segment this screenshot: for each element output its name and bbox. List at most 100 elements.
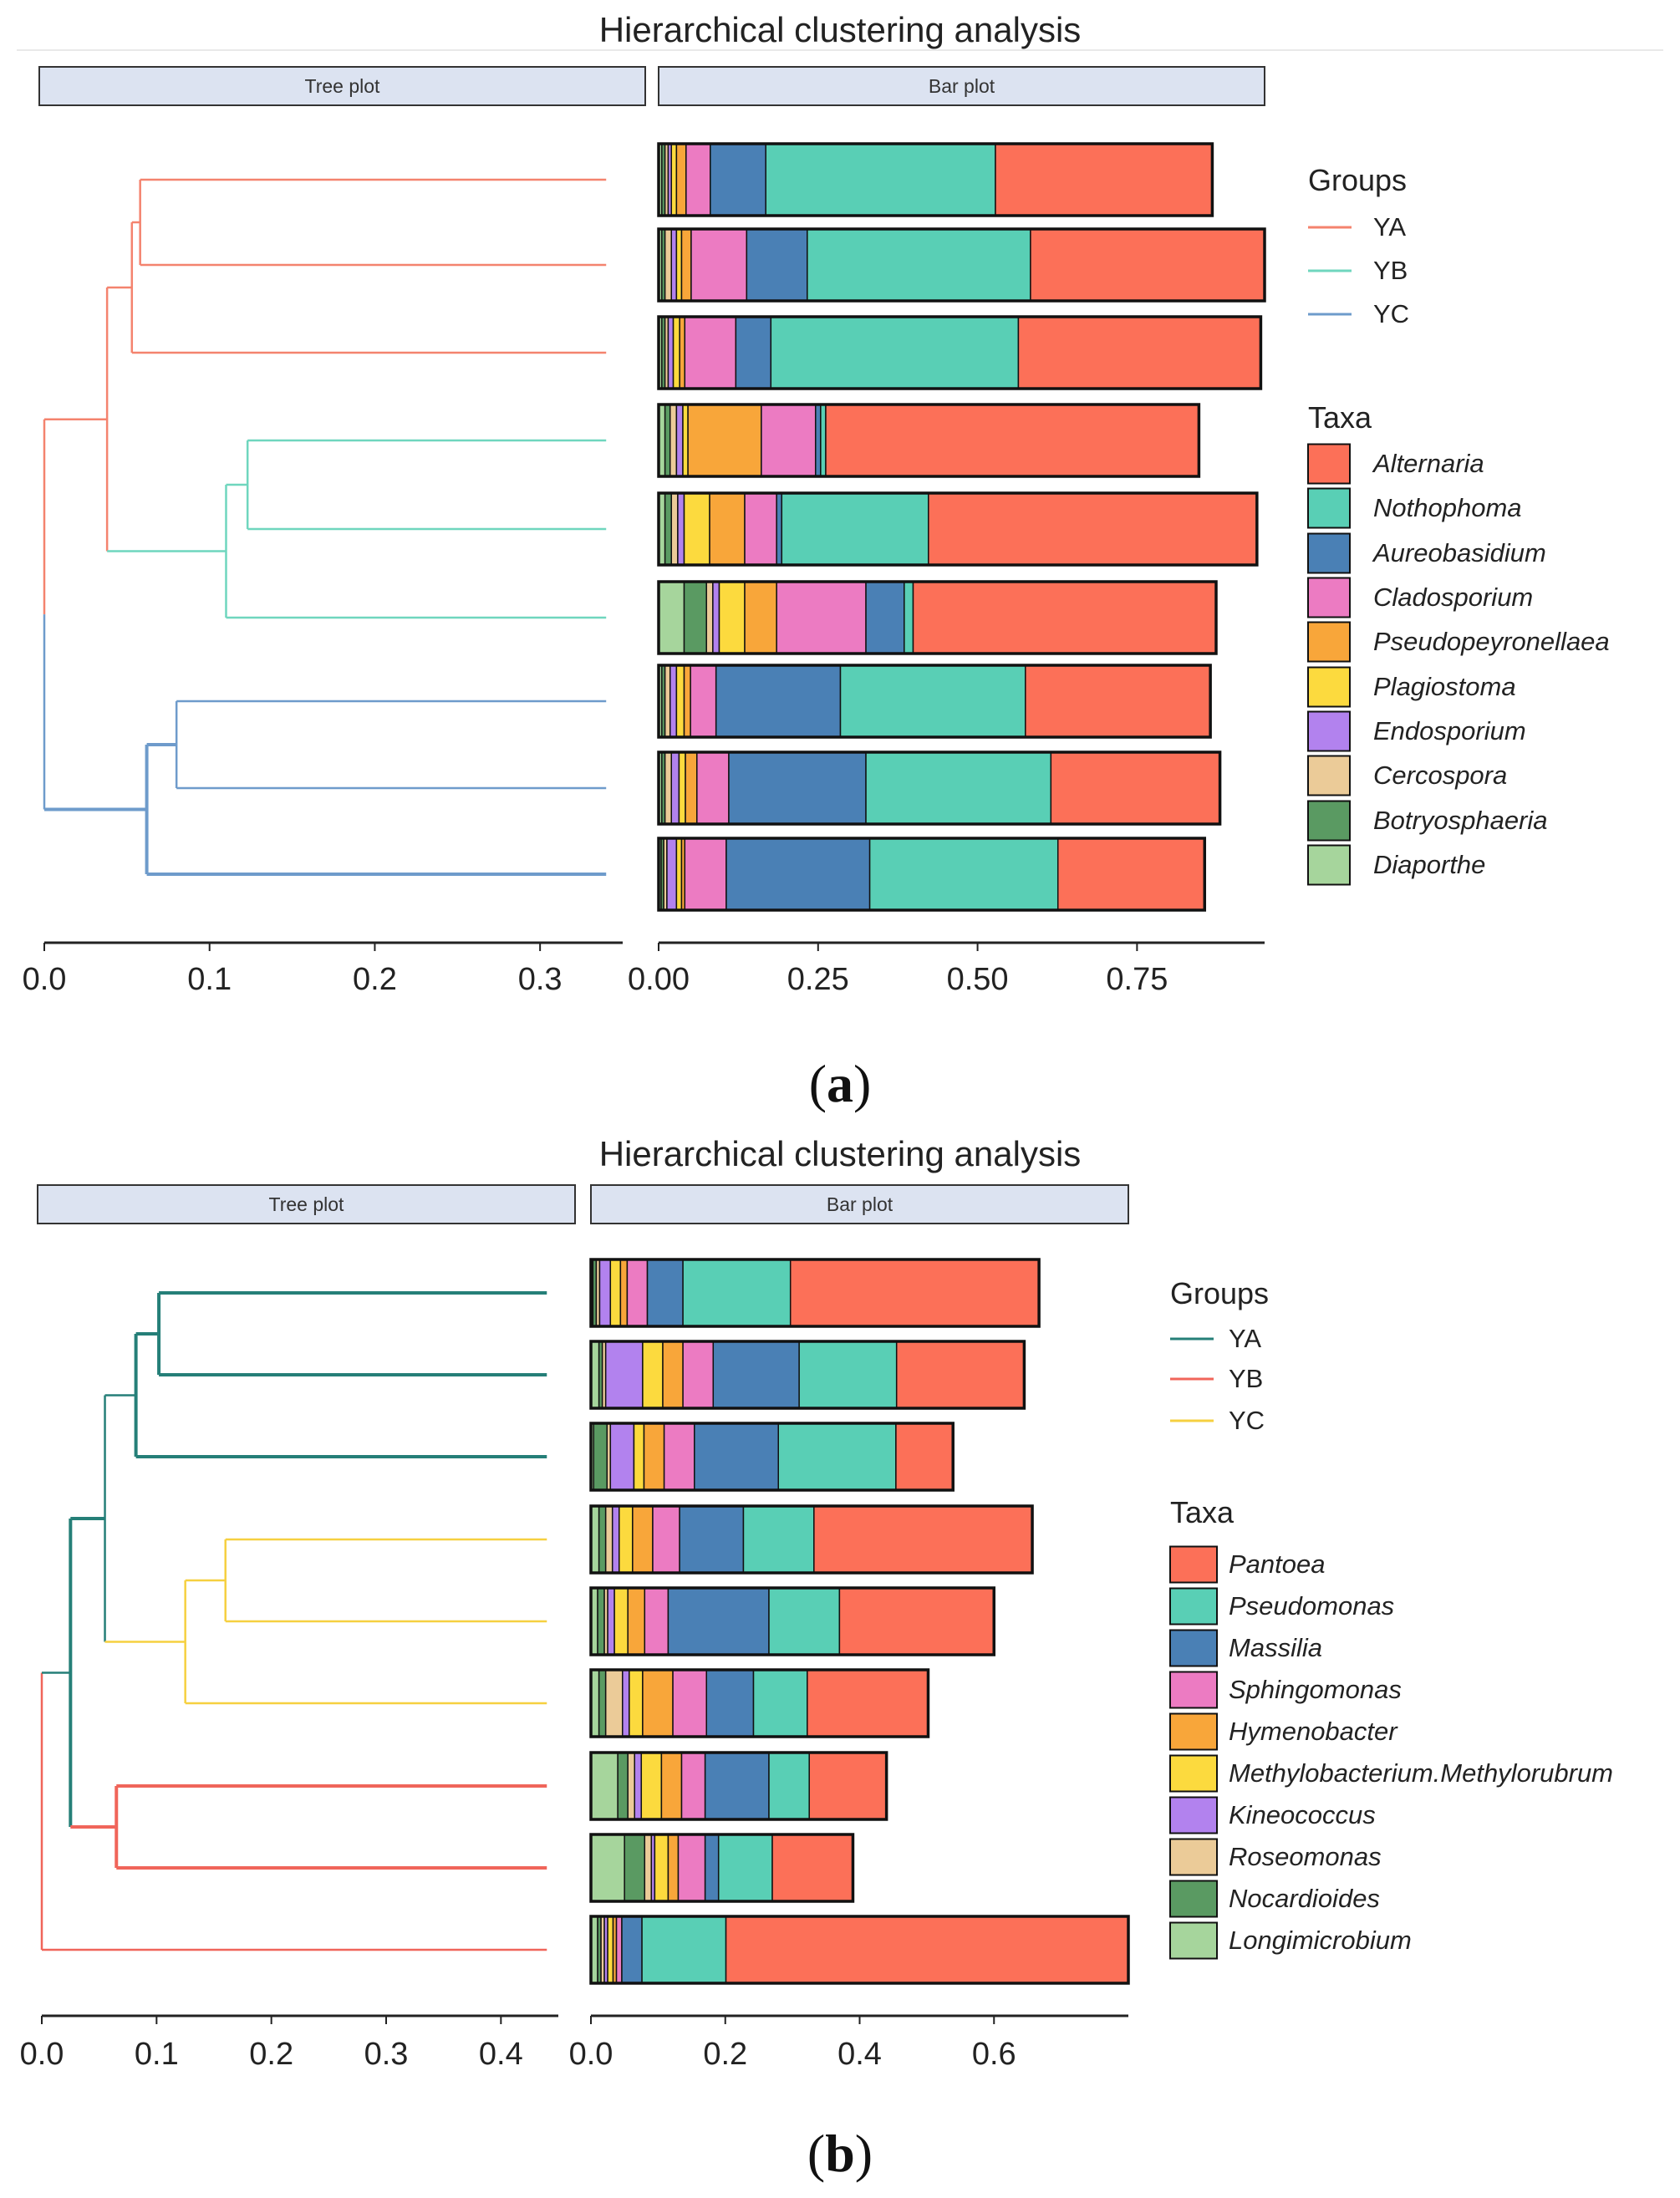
bar-segment-plagiostoma <box>672 316 680 389</box>
bar-row <box>657 142 1214 217</box>
bar-segment-sphingomonas <box>680 1752 706 1820</box>
bar-segment-massilia <box>679 1505 745 1574</box>
tree-strip-label: Tree plot <box>269 1193 345 1215</box>
bar-segment-sphingomonas <box>663 1422 695 1491</box>
legend-taxa-swatch <box>1169 1880 1218 1918</box>
bar-segment-pseudomonas <box>798 1341 898 1409</box>
bar-segment-roseomonas <box>627 1752 635 1820</box>
bar-segment-pantoea <box>808 1752 888 1820</box>
bar-outline <box>657 837 1207 912</box>
bar-segment-hymenobacter <box>619 1259 629 1327</box>
bar-row <box>589 1340 1026 1410</box>
bar-strip <box>590 1184 1129 1224</box>
bar-segment-massilia <box>667 1587 770 1656</box>
bar-segment-cladosporium <box>761 404 817 477</box>
bar-tick-label: 0.25 <box>787 962 849 997</box>
bar-segment-nothophoma <box>865 751 1052 825</box>
bar-segment-sphingomonas <box>615 1916 623 1984</box>
legend-taxa-swatch <box>1169 1545 1218 1584</box>
bar-tick-label: 0.4 <box>837 2037 882 2072</box>
legend-taxa-label: Cladosporium <box>1373 583 1533 612</box>
bar-segment-pseudopeyronellaea <box>687 404 762 477</box>
bar-segment-pantoea <box>813 1505 1033 1574</box>
bar-segment-sphingomonas <box>672 1669 707 1738</box>
bar-row <box>589 1258 1041 1328</box>
legend-group-label: YA <box>1229 1324 1261 1353</box>
bar-segment-pseudopeyronellaea <box>683 664 691 738</box>
bar-segment-cladosporium <box>690 664 717 738</box>
bar-segment-alternaria <box>928 492 1258 566</box>
bar-segment-nothophoma <box>765 143 996 216</box>
bar-row <box>589 1668 930 1738</box>
bar-tick-label: 0.00 <box>628 962 690 997</box>
bar-segment-kineococcus <box>611 1505 620 1574</box>
bar-segment-longimicrobium <box>590 1752 619 1820</box>
bar-segment-methylobacterium-methylorubrum <box>654 1834 669 1902</box>
chart-title: Hierarchical clustering analysis <box>599 10 1082 49</box>
legend-taxa-label: Plagiostoma <box>1373 672 1516 701</box>
legend-taxa-swatch <box>1307 532 1351 574</box>
bar-segment-cercospora <box>664 664 671 738</box>
bar-segment-endosporium <box>667 316 675 389</box>
legend-taxa-label: Massilia <box>1229 1633 1322 1662</box>
bar-segment-massilia <box>704 1834 720 1902</box>
panel-label-a: (a) <box>809 1054 872 1113</box>
bar-row <box>589 1504 1034 1575</box>
bar-segment-nocardioides <box>598 1505 607 1574</box>
bar-outline <box>589 1751 888 1821</box>
bar-segment-aureobasidium <box>814 404 822 477</box>
bar-segment-endosporium <box>712 581 720 654</box>
bar-segment-kineococcus <box>634 1752 643 1820</box>
bar-segment-methylobacterium-methylorubrum <box>642 1341 664 1409</box>
legend-taxa-title: Taxa <box>1308 400 1372 435</box>
legend-taxa-swatch <box>1307 443 1351 485</box>
bar-segment-methylobacterium-methylorubrum <box>613 1587 629 1656</box>
bar-segment-massilia <box>694 1422 779 1491</box>
bar-segment-pantoea <box>789 1259 1040 1327</box>
bar-segment-pantoea <box>895 1341 1026 1409</box>
bar-segment-longimicrobium <box>590 1834 625 1902</box>
bar-segment-hymenobacter <box>632 1505 654 1574</box>
bar-outline <box>657 664 1212 739</box>
bar-segment-alternaria <box>912 581 1217 654</box>
bar-segment-plagiostoma <box>682 404 689 477</box>
bar-segment-nocardioides <box>598 1669 607 1738</box>
bar-segment-nothophoma <box>904 581 914 654</box>
bar-segment-pantoea <box>895 1422 954 1491</box>
tree-tick-label: 0.3 <box>364 2037 409 2072</box>
bar-segment-methylobacterium-methylorubrum <box>629 1669 644 1738</box>
bar-segment-alternaria <box>825 404 1200 477</box>
legend-taxa-label: Cercospora <box>1373 761 1507 790</box>
legend-group-label: YB <box>1229 1364 1263 1393</box>
bar-outline <box>657 142 1214 217</box>
legend-taxa-swatch <box>1307 800 1351 842</box>
bar-segment-nothophoma <box>839 664 1026 738</box>
bar-tick-label: 0.6 <box>972 2037 1016 2072</box>
legend-groups-title: Groups <box>1308 163 1407 197</box>
bar-outline <box>589 1340 1026 1410</box>
bar-segment-pantoea <box>838 1587 995 1656</box>
tree-tick-label: 0.4 <box>479 2037 523 2072</box>
panel-label-b: (b) <box>807 2124 873 2183</box>
bar-segment-pseudopeyronellaea <box>709 492 746 566</box>
bar-segment-aureobasidium <box>865 581 905 654</box>
bar-segment-hymenobacter <box>660 1752 683 1820</box>
legend-taxa-label: Endosporium <box>1373 716 1526 745</box>
bar-row <box>589 1751 888 1821</box>
tree-tick-label: 0.0 <box>20 2037 64 2072</box>
bar-segment-pseudopeyronellaea <box>744 581 777 654</box>
legend-taxa-swatch <box>1169 1629 1218 1667</box>
bar-segment-roseomonas <box>644 1834 653 1902</box>
bar-segment-pseudomonas <box>742 1505 815 1574</box>
bar-segment-pantoea <box>771 1834 854 1902</box>
bar-segment-endosporium <box>670 751 680 825</box>
bar-segment-alternaria <box>1030 228 1265 302</box>
bar-tick-label: 0.50 <box>947 962 1009 997</box>
bar-segment-sphingomonas <box>652 1505 680 1574</box>
bar-segment-sphingomonas <box>644 1587 669 1656</box>
legend-taxa-swatch <box>1169 1838 1218 1876</box>
bar-segment-aureobasidium <box>725 837 871 911</box>
legend-taxa-label: Pseudomonas <box>1229 1591 1394 1621</box>
legend-taxa-label: Hymenobacter <box>1229 1717 1398 1746</box>
